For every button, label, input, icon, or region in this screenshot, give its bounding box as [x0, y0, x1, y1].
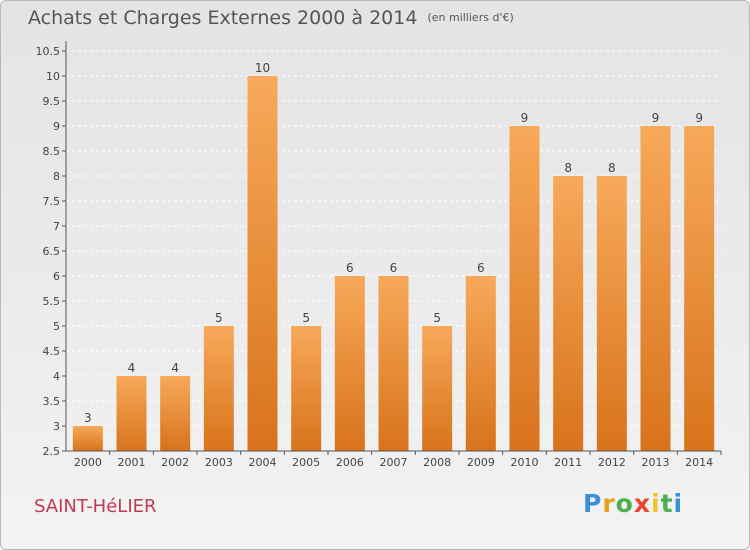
x-tick-label-2008: 2008: [423, 456, 451, 469]
bar-2001: [116, 376, 147, 451]
x-tick-label-2013: 2013: [642, 456, 670, 469]
value-label-2008: 5: [433, 311, 441, 325]
bar-2005: [291, 326, 322, 451]
y-tick-label: 6: [53, 270, 60, 283]
x-tick-label-2011: 2011: [554, 456, 582, 469]
x-tick-label-2009: 2009: [467, 456, 495, 469]
bar-2002: [160, 376, 191, 451]
y-tick-label: 5: [53, 320, 60, 333]
y-tick-label: 3.5: [43, 395, 61, 408]
chart-title: Achats et Charges Externes 2000 à 2014 (e…: [28, 7, 514, 29]
x-tick-label-2007: 2007: [380, 456, 408, 469]
value-labels: 3 4 4 5 10 5 6 6 5 6 9 8 8 9 9: [84, 61, 703, 425]
logo-letter: r: [602, 489, 616, 518]
x-tick-label-2010: 2010: [511, 456, 539, 469]
logo-letter: t: [660, 489, 674, 518]
value-label-2014: 9: [695, 111, 703, 125]
x-tick-label-2003: 2003: [205, 456, 233, 469]
bars: [72, 76, 715, 451]
y-tick-label: 8.5: [43, 145, 61, 158]
y-tick-label: 3: [53, 420, 60, 433]
axes: 2.5 3 3.5 4 4.5 5 5.5 6 6.5 7 7.5 8 8.5 9 9.5 10 10.5 200…: [36, 41, 722, 469]
value-label-2012: 8: [608, 161, 616, 175]
x-tick-label-2005: 2005: [292, 456, 320, 469]
value-label-2000: 3: [84, 411, 92, 425]
y-tick-label: 2.5: [43, 445, 61, 458]
commune-name: SAINT-HéLIER: [34, 496, 157, 517]
title-text: Achats et Charges Externes 2000 à 2014: [28, 7, 418, 29]
x-tick-label-2002: 2002: [161, 456, 189, 469]
value-label-2001: 4: [128, 361, 136, 375]
y-tick-label: 10.5: [36, 45, 61, 58]
bar-2014: [684, 126, 715, 451]
x-tick-label-2000: 2000: [74, 456, 102, 469]
y-tick-label: 10: [46, 70, 60, 83]
bar-2008: [422, 326, 453, 451]
y-tick-label: 8: [53, 170, 60, 183]
bar-2011: [553, 176, 584, 451]
logo-letter: P: [583, 489, 603, 518]
logo-letter: i: [651, 489, 661, 518]
y-tick-label: 5.5: [43, 295, 61, 308]
x-tick-label-2004: 2004: [249, 456, 277, 469]
value-label-2007: 6: [390, 261, 398, 275]
value-label-2002: 4: [171, 361, 179, 375]
proxiti-logo: Proxiti: [583, 489, 683, 518]
bar-2009: [465, 276, 496, 451]
bar-2013: [640, 126, 671, 451]
y-tick-label: 7: [53, 220, 60, 233]
y-tick-label: 9: [53, 120, 60, 133]
y-tick-label: 4.5: [43, 345, 61, 358]
value-label-2011: 8: [564, 161, 572, 175]
x-tick-label-2006: 2006: [336, 456, 364, 469]
bar-2003: [203, 326, 234, 451]
logo-letter: x: [633, 489, 651, 518]
y-tick-label: 7.5: [43, 195, 61, 208]
title-unit: (en milliers d'€): [427, 11, 514, 24]
value-label-2013: 9: [652, 111, 660, 125]
x-tick-label-2001: 2001: [118, 456, 146, 469]
bar-2006: [334, 276, 365, 451]
value-label-2003: 5: [215, 311, 223, 325]
bar-2000: [72, 426, 103, 451]
bar-2004: [247, 76, 278, 451]
value-label-2005: 5: [302, 311, 310, 325]
bar-2012: [596, 176, 627, 451]
logo-letter: o: [615, 489, 634, 518]
value-label-2010: 9: [521, 111, 529, 125]
value-label-2006: 6: [346, 261, 354, 275]
bar-2010: [509, 126, 540, 451]
y-tick-label: 9.5: [43, 95, 61, 108]
logo-letter: i: [673, 489, 684, 518]
x-tick-label-2012: 2012: [598, 456, 626, 469]
value-label-2009: 6: [477, 261, 485, 275]
x-tick-label-2014: 2014: [685, 456, 713, 469]
bar-2007: [378, 276, 409, 451]
value-label-2004: 10: [255, 61, 270, 75]
y-tick-label: 4: [53, 370, 60, 383]
y-tick-label: 6.5: [43, 245, 61, 258]
